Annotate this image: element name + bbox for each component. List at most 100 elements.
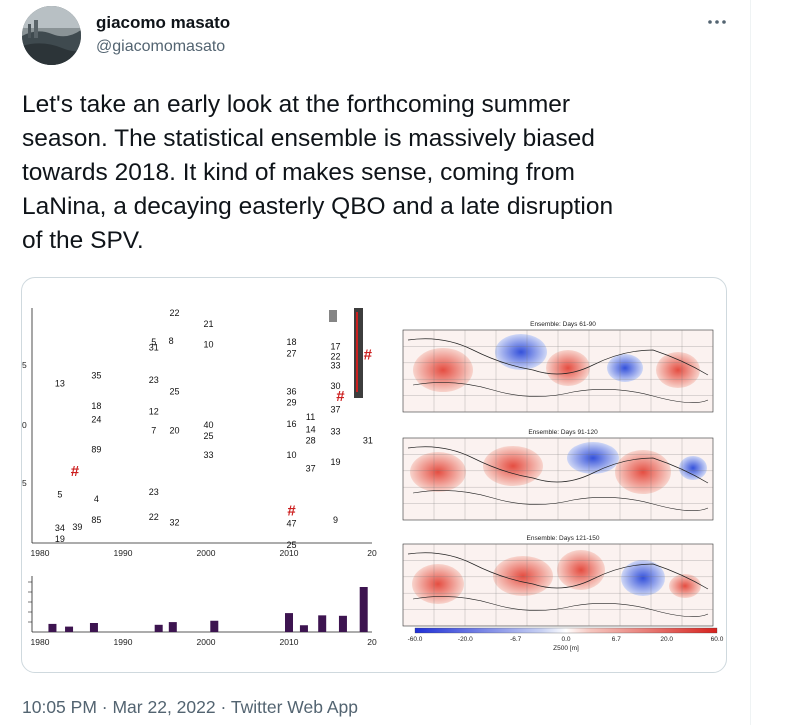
scatter-label: 29 [286,398,296,408]
scatter-label: 12 [149,407,159,417]
bar-panel: 1980 1990 2000 2010 20 [28,576,377,647]
bars [48,587,368,632]
colorbar-tick: -20.0 [458,636,473,643]
scatter-label: 8 [169,336,174,346]
scatter-label: 33 [330,361,340,371]
bar-x-tick: 2000 [197,637,216,647]
bar [318,615,327,632]
scatter-y-tick: 5 [22,360,27,370]
scatter-label: 24 [91,414,101,424]
bar-x-tick: 2010 [280,637,299,647]
bar-x-tick: 1980 [31,637,50,647]
scatter-label: 33 [330,427,340,437]
avatar-photo [22,6,81,65]
ensemble-map: Ensemble: Days 121-150 [402,535,714,627]
scatter-label: 32 [169,517,179,527]
colorbar-tick: 0.0 [561,636,570,643]
scatter-label: 37 [330,404,340,414]
bar [285,613,293,632]
map-title: Ensemble: Days 61-90 [530,321,596,328]
colorbar-ticks: -60.0 -20.0 -6.7 0.0 6.7 20.0 60.0 [408,636,724,643]
map-title: Ensemble: Days 91-120 [528,429,598,436]
scatter-label: 31 [363,436,373,446]
ensemble-maps: Ensemble: Days 61-90 Ensemble: Days 91-12… [402,321,714,627]
bar [359,587,368,632]
scatter-label: 25 [203,431,213,441]
bar [299,625,308,632]
scatter-hash-marker: # [336,388,345,405]
scatter-label: 4 [94,494,99,504]
colorbar-tick: 6.7 [612,636,621,643]
bar-x-tick: 20 [367,637,377,647]
bar-x-tick: 1990 [114,637,133,647]
colorbar: -60.0 -20.0 -6.7 0.0 6.7 20.0 60.0 Z500 [m] [408,627,724,652]
bar [65,626,74,632]
scatter-label: 18 [91,401,101,411]
colorbar-tick: -6.7 [510,636,522,643]
scatter-label: 22 [330,352,340,362]
colorbar-tick: 20.0 [660,636,673,643]
map-title: Ensemble: Days 121-150 [527,535,600,542]
scatter-hash-marker: # [364,347,373,364]
scatter-label: 19 [55,534,65,544]
tweet-date[interactable]: Mar 22, 2022 [112,697,216,717]
bar [89,623,98,632]
scatter-x-ticks: 1980 1990 2000 2010 20 [31,548,377,558]
dense-column-2019 [329,308,363,398]
scatter-label: 35 [91,371,101,381]
scatter-label: 11 [306,412,315,422]
scatter-label: 27 [286,348,296,358]
colorbar-label: Z500 [m] [553,645,579,652]
tweet-client[interactable]: Twitter Web App [230,697,358,717]
bar [210,620,219,632]
scatter-label: 19 [330,457,340,467]
tweet-text: Let's take an early look at the forthcom… [22,91,614,254]
scatter-label: 13 [55,379,65,389]
scatter-hash-marker: # [71,463,80,480]
scatter-label: 20 [169,426,179,436]
tweet-time[interactable]: 10:05 PM [22,697,97,717]
scatter-label: 7 [151,426,156,436]
bar [48,623,57,632]
scatter-label: 89 [91,445,101,455]
bar [338,615,347,632]
ensemble-map: Ensemble: Days 61-90 [402,321,714,413]
scatter-x-tick: 1980 [31,548,50,558]
more-dots-glyph [708,20,726,24]
meta-separator: · [101,697,108,717]
scatter-x-tick: 20 [367,548,377,558]
scatter-label: 16 [286,419,296,429]
scatter-label: 10 [203,339,213,349]
bar-y-ticks [28,581,32,623]
scatter-label: 39 [72,522,82,532]
scatter-label: 9 [333,515,338,525]
avatar[interactable] [22,6,81,65]
author-handle[interactable]: @giacomomasato [96,38,226,55]
scatter-label: 37 [306,464,316,474]
scatter-label: 40 [203,420,213,430]
author-display-name[interactable]: giacomo masato [96,13,231,32]
colorbar-tick: 60.0 [711,636,724,643]
scatter-label: 17 [330,342,340,352]
more-horizontal-icon[interactable] [704,10,730,34]
scatter-label: 14 [306,424,316,434]
scatter-label: 22 [149,512,159,522]
scatter-x-tick: 2000 [197,548,216,558]
ensemble-map: Ensemble: Days 91-120 [402,429,714,521]
scatter-label: 25 [286,540,296,550]
colorbar-tick: -60.0 [408,636,423,643]
scatter-label: 5 [57,489,62,499]
scatter-y-tick: 0 [22,420,27,430]
scatter-label: 33 [203,450,213,460]
scatter-label: 23 [149,375,159,385]
scatter-label: 5 [151,337,156,347]
bar [168,622,177,632]
scatter-label: 34 [55,523,65,533]
scatter-y-tick: 5 [22,478,27,488]
scatter-x-tick: 2010 [280,548,299,558]
scatter-label: 18 [286,337,296,347]
